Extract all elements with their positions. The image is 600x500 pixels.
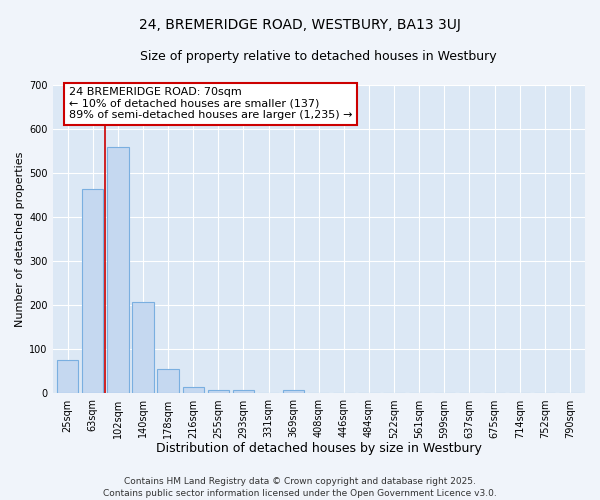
X-axis label: Distribution of detached houses by size in Westbury: Distribution of detached houses by size …	[156, 442, 482, 455]
Bar	[157, 369, 179, 394]
Bar	[208, 390, 229, 394]
Bar	[82, 188, 103, 394]
Text: Contains HM Land Registry data © Crown copyright and database right 2025.
Contai: Contains HM Land Registry data © Crown c…	[103, 476, 497, 498]
Bar	[182, 387, 204, 394]
Text: 24 BREMERIDGE ROAD: 70sqm
← 10% of detached houses are smaller (137)
89% of semi: 24 BREMERIDGE ROAD: 70sqm ← 10% of detac…	[69, 87, 352, 120]
Bar	[132, 302, 154, 394]
Bar	[233, 390, 254, 394]
Y-axis label: Number of detached properties: Number of detached properties	[15, 152, 25, 327]
Text: 24, BREMERIDGE ROAD, WESTBURY, BA13 3UJ: 24, BREMERIDGE ROAD, WESTBURY, BA13 3UJ	[139, 18, 461, 32]
Title: Size of property relative to detached houses in Westbury: Size of property relative to detached ho…	[140, 50, 497, 63]
Bar	[57, 360, 78, 394]
Bar	[283, 390, 304, 394]
Bar	[107, 146, 128, 394]
